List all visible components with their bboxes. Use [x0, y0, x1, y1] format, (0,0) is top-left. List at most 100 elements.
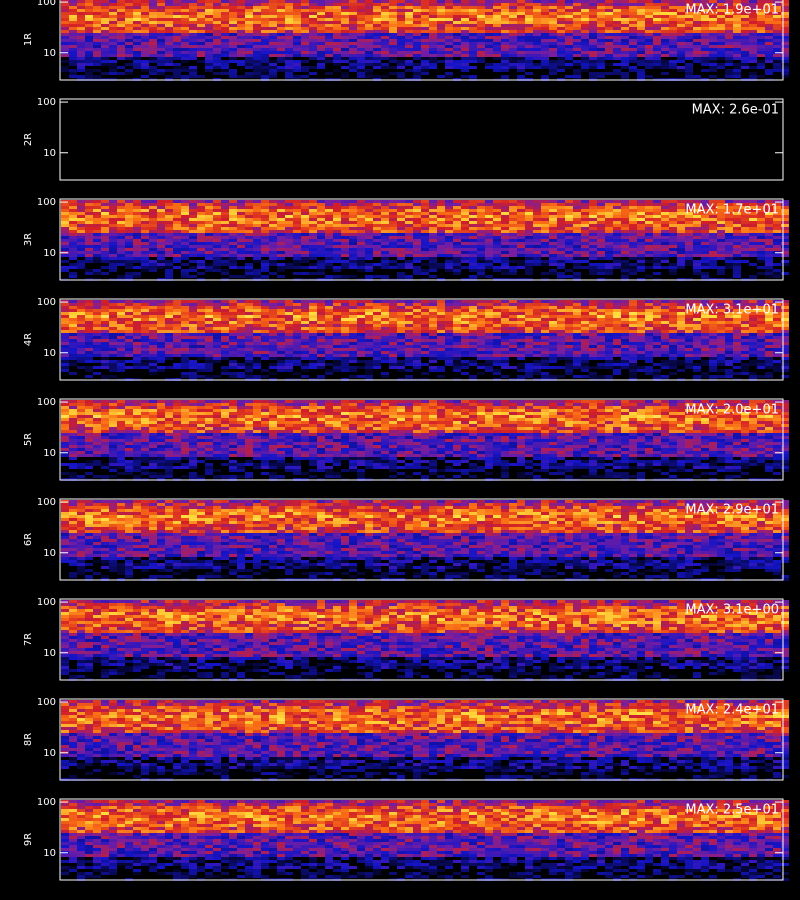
spectrogram-cell — [461, 63, 469, 66]
spectrogram-cell — [365, 12, 373, 15]
spectrogram-cell — [301, 248, 309, 251]
spectrogram-cell — [197, 230, 205, 233]
spectrogram-cell — [557, 42, 565, 45]
spectrogram-cell — [741, 18, 749, 21]
spectrogram-cell — [389, 39, 397, 42]
spectrogram-cell — [669, 300, 677, 303]
spectrogram-cell — [533, 9, 541, 12]
spectrogram-cell — [109, 60, 117, 63]
spectrogram-cell — [677, 51, 685, 54]
spectrogram-cell — [549, 251, 557, 254]
spectrogram-cell — [157, 21, 165, 24]
spectrogram-cell — [421, 215, 429, 218]
spectrogram-cell — [405, 200, 413, 203]
spectrogram-cell — [133, 12, 141, 15]
spectrogram-cell — [261, 36, 269, 39]
spectrogram-cell — [605, 221, 613, 224]
spectrogram-cell — [517, 260, 525, 263]
spectrogram-cell — [245, 36, 253, 39]
spectrogram-cell — [373, 266, 381, 269]
spectrogram-cell — [557, 306, 565, 309]
spectrogram-cell — [765, 57, 773, 60]
spectrogram-cell — [309, 263, 317, 266]
spectrogram-cell — [133, 227, 141, 230]
spectrogram-cell — [661, 63, 669, 66]
spectrogram-cell — [221, 72, 229, 75]
spectrogram-cell — [461, 306, 469, 309]
spectrogram-cell — [413, 209, 421, 212]
spectrogram-cell — [277, 227, 285, 230]
spectrogram-cell — [389, 9, 397, 12]
spectrogram-cell — [173, 12, 181, 15]
spectrogram-cell — [189, 300, 197, 303]
spectrogram-cell — [749, 24, 757, 27]
spectrogram-cell — [109, 248, 117, 251]
spectrogram-cell — [261, 239, 269, 242]
spectrogram-cell — [605, 300, 613, 303]
spectrogram-cell — [397, 15, 405, 18]
spectrogram-cell — [181, 242, 189, 245]
spectrogram-cell — [349, 218, 357, 221]
spectrogram-cell — [213, 233, 221, 236]
spectrogram-cell — [701, 309, 709, 312]
spectrogram-cell — [605, 42, 613, 45]
spectrogram-cell — [165, 275, 173, 278]
spectrogram-cell — [117, 33, 125, 36]
spectrogram-cell — [525, 233, 533, 236]
spectrogram-cell — [541, 54, 549, 57]
spectrogram-cell — [597, 200, 605, 203]
spectrogram-cell — [405, 63, 413, 66]
spectrogram-cell — [669, 203, 677, 206]
spectrogram-cell — [677, 251, 685, 254]
spectrogram-cell — [133, 6, 141, 9]
spectrogram-cell — [669, 51, 677, 54]
spectrogram-cell — [205, 48, 213, 51]
spectrogram-cell — [77, 209, 85, 212]
spectrogram-cell — [597, 45, 605, 48]
spectrogram-cell — [133, 257, 141, 260]
spectrogram-cell — [285, 303, 293, 306]
spectrogram-cell — [301, 33, 309, 36]
spectrogram-cell — [693, 209, 701, 212]
spectrogram-cell — [213, 257, 221, 260]
spectrogram-cell — [205, 218, 213, 221]
spectrogram-cell — [149, 69, 157, 72]
spectrogram-cell — [741, 309, 749, 312]
spectrogram-cell — [413, 221, 421, 224]
spectrogram-cell — [421, 233, 429, 236]
spectrogram-cell — [357, 54, 365, 57]
spectrogram-cell — [173, 27, 181, 30]
spectrogram-cell — [189, 236, 197, 239]
spectrogram-cell — [749, 72, 757, 75]
spectrogram-cell — [725, 230, 733, 233]
spectrogram-cell — [157, 24, 165, 27]
spectrogram-cell — [357, 72, 365, 75]
spectrogram-cell — [277, 236, 285, 239]
spectrogram-cell — [253, 48, 261, 51]
spectrogram-cell — [509, 215, 517, 218]
spectrogram-cell — [109, 312, 117, 315]
spectrogram-cell — [517, 315, 525, 318]
spectrogram-cell — [717, 212, 725, 215]
spectrogram-cell — [117, 218, 125, 221]
spectrogram-cell — [565, 203, 573, 206]
spectrogram-cell — [365, 218, 373, 221]
spectrogram-cell — [413, 260, 421, 263]
spectrogram-cell — [493, 21, 501, 24]
spectrogram-cell — [757, 309, 765, 312]
spectrogram-cell — [653, 306, 661, 309]
spectrogram-cell — [205, 206, 213, 209]
spectrogram-cell — [109, 24, 117, 27]
spectrogram-cell — [277, 233, 285, 236]
spectrogram-cell — [285, 39, 293, 42]
spectrogram-cell — [277, 269, 285, 272]
spectrogram-cell — [157, 200, 165, 203]
spectrogram-cell — [117, 200, 125, 203]
spectrogram-cell — [365, 60, 373, 63]
spectrogram-cell — [181, 315, 189, 318]
spectrogram-cell — [669, 212, 677, 215]
spectrogram-cell — [301, 30, 309, 33]
spectrogram-cell — [205, 227, 213, 230]
spectrogram-cell — [549, 257, 557, 260]
spectrogram-cell — [693, 36, 701, 39]
